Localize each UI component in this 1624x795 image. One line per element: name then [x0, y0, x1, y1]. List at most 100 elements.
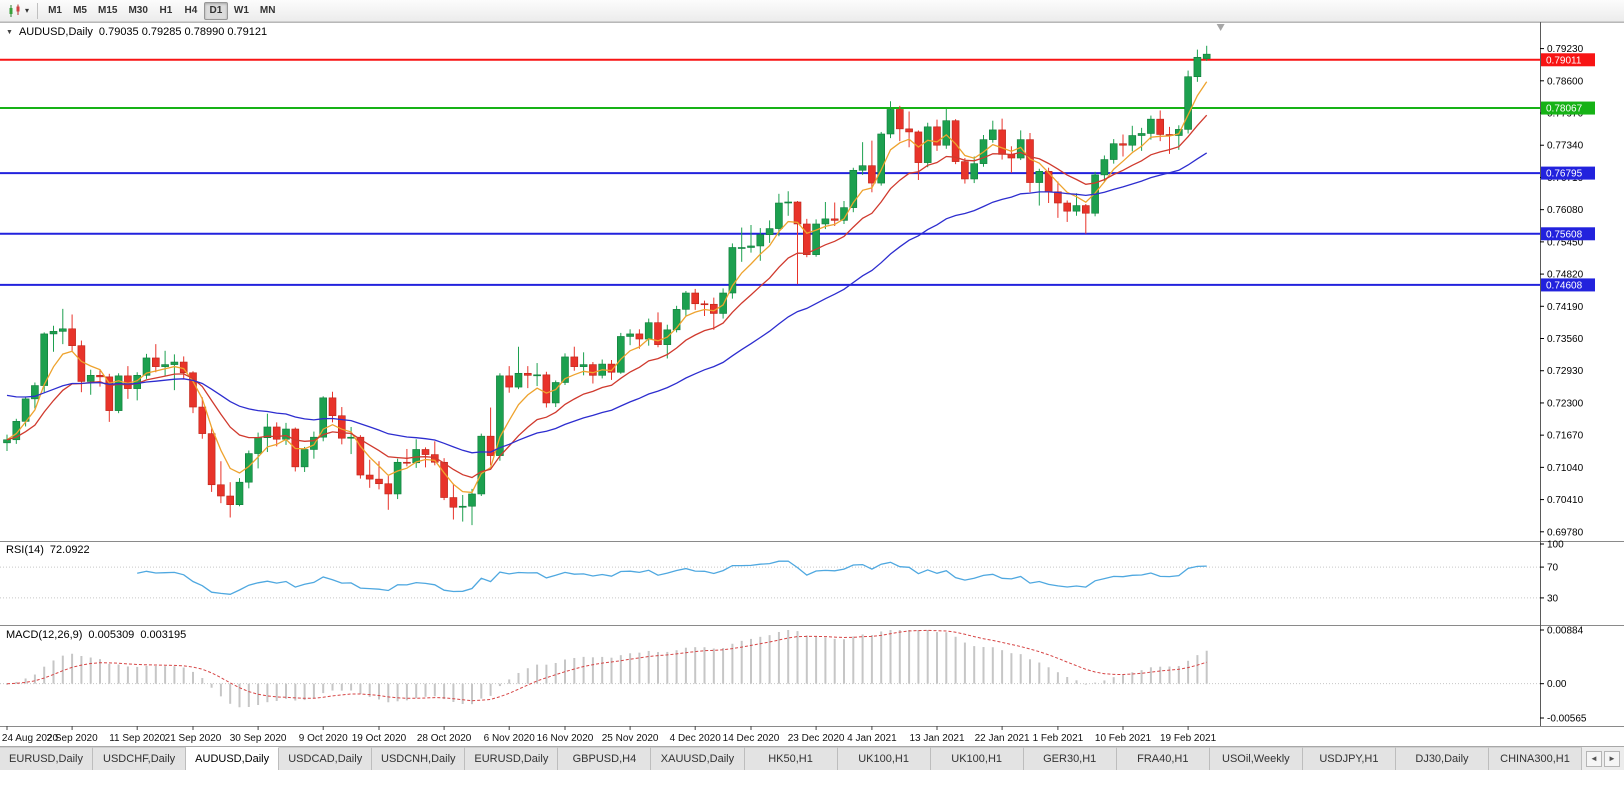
chart-tab-10-uk100-h1[interactable]: UK100,H1	[930, 747, 1024, 770]
svg-text:0.74820: 0.74820	[1547, 270, 1584, 281]
chart-tab-15-dj30-daily[interactable]: DJ30,Daily	[1395, 747, 1489, 770]
svg-text:70: 70	[1547, 563, 1559, 574]
svg-text:0.69780: 0.69780	[1547, 527, 1584, 538]
chart-tab-0-eurusd-daily[interactable]: EURUSD,Daily	[0, 747, 94, 770]
rsi-name: RSI(14)	[6, 544, 44, 556]
timeframe-button-h1[interactable]: H1	[159, 5, 173, 16]
svg-text:23 Dec 2020: 23 Dec 2020	[788, 733, 845, 744]
ma-fast-line	[6, 81, 1208, 494]
chart-tab-4-usdcnh-daily[interactable]: USDCNH,Daily	[372, 747, 466, 770]
chart-tab-13-usoil-weekly[interactable]: USOil,Weekly	[1209, 747, 1303, 770]
macd-plot[interactable]	[6, 629, 1208, 708]
chart-symbol-label: AUDUSD,Daily	[18, 26, 93, 38]
svg-text:0.71670: 0.71670	[1547, 431, 1584, 442]
svg-text:0.75608: 0.75608	[1546, 229, 1583, 240]
chart-tab-16-china300-h1[interactable]: CHINA300,H1	[1489, 747, 1582, 770]
bottom-strip	[0, 770, 1624, 795]
tabs-scroll-right-button[interactable]: ►	[1604, 750, 1620, 767]
svg-text:24 Aug 2020: 24 Aug 2020	[2, 733, 59, 744]
timeframe-button-m30[interactable]: M30	[128, 5, 148, 16]
svg-text:9 Oct 2020: 9 Oct 2020	[299, 733, 348, 744]
svg-text:0.70410: 0.70410	[1547, 495, 1584, 506]
chart-tab-bar: EURUSD,Daily USDCHF,Daily AUDUSD,Daily USDC…	[0, 746, 1624, 770]
chart-tab-7-xauusd-daily[interactable]: XAUUSD,Daily	[651, 747, 745, 770]
collapse-triangle-icon[interactable]: ▼	[6, 28, 13, 36]
panel-borders	[0, 22, 1624, 727]
timeframe-button-m1[interactable]: M1	[48, 5, 62, 16]
svg-text:21 Sep 2020: 21 Sep 2020	[165, 733, 222, 744]
top-toolbar: ▾ M1 M5 M15 M30 H1 H4 D1 W1 MN	[0, 0, 1624, 22]
panel-splitter-macd[interactable]	[0, 623, 1624, 628]
svg-text:30: 30	[1547, 593, 1559, 604]
svg-text:0.74608: 0.74608	[1546, 280, 1583, 291]
timeframe-button-w1[interactable]: W1	[233, 5, 249, 16]
svg-text:0.79230: 0.79230	[1547, 44, 1584, 55]
macd-signal-line	[6, 629, 1207, 702]
svg-text:0.78600: 0.78600	[1547, 76, 1584, 87]
svg-text:16 Nov 2020: 16 Nov 2020	[537, 733, 594, 744]
rsi-line	[137, 560, 1207, 595]
ma-mid-line	[6, 114, 1208, 479]
horizontal-lines[interactable]	[0, 58, 1540, 286]
svg-text:11 Sep 2020: 11 Sep 2020	[109, 733, 165, 744]
svg-text:0.00: 0.00	[1547, 679, 1567, 690]
chart-tab-3-usdcad-daily[interactable]: USDCAD,Daily	[279, 747, 373, 770]
svg-text:10 Feb 2021: 10 Feb 2021	[1095, 733, 1152, 744]
indicator-axis-labels: 100 70 30 0.00884 0.00 -0.00565	[1540, 540, 1587, 725]
ma-slow-line	[6, 152, 1208, 454]
chart-tab-11-ger30-h1[interactable]: GER30,H1	[1023, 747, 1117, 770]
timeframe-button-mn[interactable]: MN	[259, 5, 276, 16]
svg-text:0.74190: 0.74190	[1547, 302, 1584, 313]
time-axis[interactable]	[0, 726, 1540, 746]
svg-text:22 Jan 2021: 22 Jan 2021	[975, 733, 1030, 744]
svg-text:6 Nov 2020: 6 Nov 2020	[484, 733, 536, 744]
candles-series[interactable]	[3, 45, 1211, 526]
chart-tab-12-fra40-h1[interactable]: FRA40,H1	[1116, 747, 1210, 770]
svg-text:28 Oct 2020: 28 Oct 2020	[417, 733, 472, 744]
price-badges: 0.79011 0.78067 0.76795 0.75608 0.74608	[1541, 53, 1595, 292]
svg-text:0.73560: 0.73560	[1547, 334, 1584, 345]
svg-text:0.76795: 0.76795	[1546, 169, 1583, 180]
svg-text:19 Feb 2021: 19 Feb 2021	[1160, 733, 1217, 744]
rsi-value: 72.0922	[49, 544, 90, 556]
tab-scroll-arrows: ◄ ►	[1582, 747, 1624, 770]
ma-overlays	[6, 81, 1208, 494]
svg-text:0.77340: 0.77340	[1547, 141, 1584, 152]
timeframe-button-m15[interactable]: M15	[98, 5, 118, 16]
svg-text:0.72300: 0.72300	[1547, 398, 1584, 409]
chart-ohlc-values: 0.79035 0.79285 0.78990 0.79121	[98, 26, 268, 38]
chart-tab-1-usdchf-daily[interactable]: USDCHF,Daily	[93, 747, 187, 770]
svg-text:0.00884: 0.00884	[1547, 626, 1584, 637]
chart-tab-5-eurusd-daily[interactable]: EURUSD,Daily	[465, 747, 559, 770]
rsi-plot[interactable]	[137, 560, 1207, 595]
charts-toolbar-button[interactable]: ▾	[4, 2, 32, 20]
price-axis[interactable]	[1540, 22, 1624, 726]
chart-shift-marker[interactable]	[1216, 24, 1225, 31]
svg-text:30 Sep 2020: 30 Sep 2020	[230, 733, 287, 744]
chart-title: ▼ AUDUSD,Daily 0.79035 0.79285 0.78990 0…	[6, 26, 267, 38]
tabs-scroll-left-button[interactable]: ◄	[1586, 750, 1602, 767]
timeframe-button-d1[interactable]: D1	[203, 1, 228, 20]
panel-splitter-rsi[interactable]	[0, 539, 1624, 544]
macd-signal-value: 0.003195	[140, 629, 187, 641]
macd-indicator-label: MACD(12,26,9) 0.005309 0.003195	[6, 629, 186, 641]
macd-name: MACD(12,26,9)	[6, 629, 83, 641]
timeframe-buttons: M1 M5 M15 M30 H1 H4 D1 W1 MN	[43, 1, 280, 20]
svg-text:0.76080: 0.76080	[1547, 205, 1584, 216]
svg-text:0.72930: 0.72930	[1547, 366, 1584, 377]
svg-text:1 Feb 2021: 1 Feb 2021	[1033, 733, 1084, 744]
svg-text:19 Oct 2020: 19 Oct 2020	[352, 733, 407, 744]
svg-text:100: 100	[1547, 540, 1564, 551]
chart-tab-14-usdjpy-h1[interactable]: USDJPY,H1	[1302, 747, 1396, 770]
chart-tab-8-hk50-h1[interactable]: HK50,H1	[744, 747, 838, 770]
chart-tab-6-gbpusd-h4[interactable]: GBPUSD,H4	[558, 747, 652, 770]
chart-tab-9-uk100-h1[interactable]: UK100,H1	[837, 747, 931, 770]
timeframe-button-m5[interactable]: M5	[73, 5, 87, 16]
candlestick-chart-icon	[9, 4, 20, 17]
chart-canvas[interactable]: 0.792300.786000.779700.773400.767100.760…	[0, 0, 1624, 746]
timeframe-button-h4[interactable]: H4	[184, 5, 198, 16]
svg-text:25 Nov 2020: 25 Nov 2020	[602, 733, 659, 744]
chart-tab-2-audusd-daily[interactable]: AUDUSD,Daily	[186, 747, 280, 770]
